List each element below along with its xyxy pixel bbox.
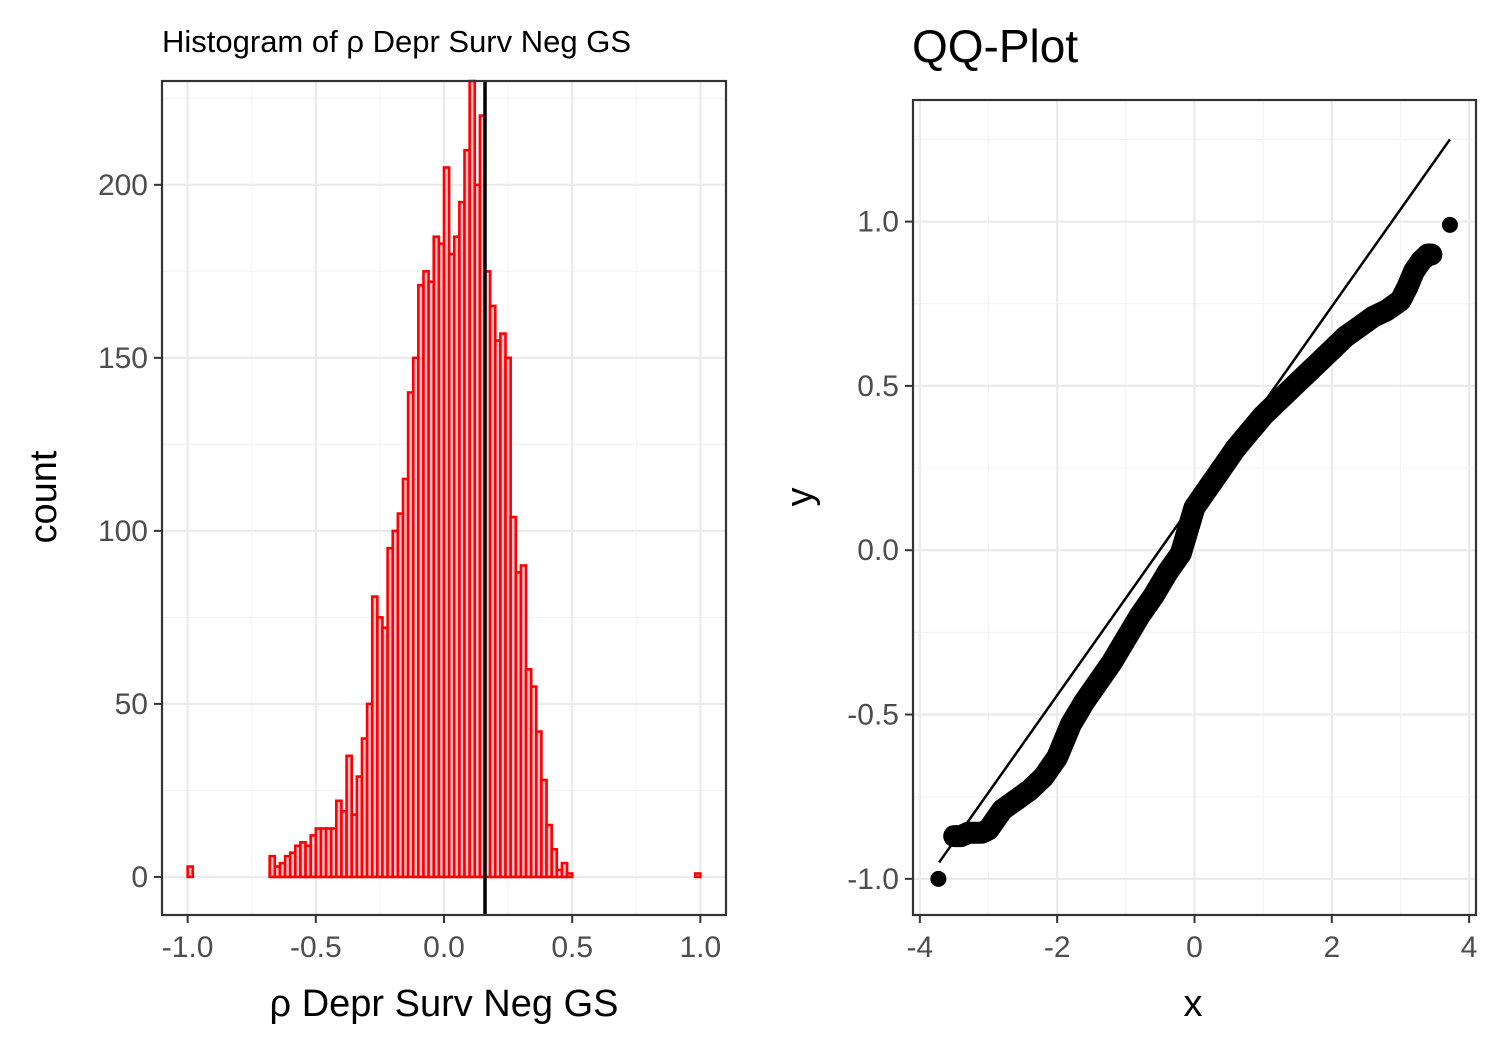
qq-point bbox=[1310, 354, 1327, 371]
histogram-axis-ticks: -1.0 -0.5 0.0 0.5 1.0 0 50 100 150 200 bbox=[98, 169, 721, 964]
qq-point bbox=[930, 870, 947, 887]
qq-point bbox=[1145, 588, 1162, 605]
histogram-y-axis-title: count bbox=[23, 450, 65, 543]
qq-point bbox=[1049, 749, 1066, 766]
qq-y-tick-label: -1.0 bbox=[847, 863, 899, 896]
qq-y-tick-label: 0.5 bbox=[857, 370, 899, 403]
histogram-bar bbox=[693, 872, 702, 879]
qq-point bbox=[1241, 423, 1258, 440]
qq-point bbox=[1392, 292, 1409, 309]
qq-point bbox=[1399, 279, 1416, 296]
qq-point bbox=[1117, 630, 1134, 647]
qq-point bbox=[1159, 565, 1176, 582]
qq-point bbox=[1323, 341, 1340, 358]
qq-point bbox=[1035, 768, 1052, 785]
qq-point bbox=[1282, 381, 1299, 398]
qq-y-tick-label: -0.5 bbox=[847, 699, 899, 732]
hist-y-tick-label: 100 bbox=[98, 515, 148, 548]
hist-y-tick-label: 200 bbox=[98, 169, 148, 202]
qq-point bbox=[994, 801, 1011, 818]
qq-point bbox=[1213, 460, 1230, 477]
qq-y-tick-label: 0.0 bbox=[857, 534, 899, 567]
qq-x-tick-label: 0 bbox=[1186, 931, 1203, 964]
qq-y-tick-label: 1.0 bbox=[857, 206, 899, 239]
qq-point bbox=[1378, 302, 1395, 319]
hist-x-tick-label: 1.0 bbox=[680, 931, 722, 964]
hist-y-tick-label: 50 bbox=[115, 688, 148, 721]
qq-point bbox=[1062, 716, 1079, 733]
histogram-bars bbox=[186, 79, 702, 879]
qq-point bbox=[1104, 653, 1121, 670]
qq-point bbox=[1296, 368, 1313, 385]
qq-point bbox=[1200, 479, 1217, 496]
qq-plot-panel: QQ-Plot -4 -2 0 2 4 -1.0 -0.5 0.0 0.5 1.0 x y bbox=[779, 20, 1477, 1025]
histogram-title: Histogram of ρ Depr Surv Neg GS bbox=[162, 24, 631, 59]
qq-x-tick-label: 4 bbox=[1461, 931, 1478, 964]
histogram-x-axis-title: ρ Depr Surv Neg GS bbox=[270, 983, 619, 1025]
qq-point bbox=[1268, 394, 1285, 411]
hist-x-tick-label: 0.5 bbox=[551, 931, 593, 964]
qq-x-tick-label: 2 bbox=[1323, 931, 1340, 964]
qq-point bbox=[1227, 440, 1244, 457]
hist-x-tick-label: -1.0 bbox=[162, 931, 214, 964]
qq-point bbox=[1255, 407, 1272, 424]
qq-plot-title: QQ-Plot bbox=[912, 20, 1078, 72]
qq-point bbox=[1131, 607, 1148, 624]
hist-x-tick-label: -0.5 bbox=[290, 931, 342, 964]
histogram-bar bbox=[565, 872, 574, 879]
hist-y-tick-label: 0 bbox=[131, 861, 148, 894]
qq-point bbox=[1423, 246, 1440, 263]
qq-x-tick-label: -2 bbox=[1044, 931, 1071, 964]
qq-plot-y-axis-title: y bbox=[779, 488, 821, 507]
hist-y-tick-label: 150 bbox=[98, 342, 148, 375]
histogram-bar bbox=[560, 861, 569, 879]
histogram-panel: Histogram of ρ Depr Surv Neg GS -1.0 -0.5… bbox=[23, 24, 728, 1025]
qq-point bbox=[1186, 499, 1203, 516]
qq-point bbox=[1090, 673, 1107, 690]
qq-point bbox=[1365, 308, 1382, 325]
qq-point bbox=[1351, 318, 1368, 335]
qq-point bbox=[1172, 545, 1189, 562]
qq-point bbox=[1076, 693, 1093, 710]
qq-x-tick-label: -4 bbox=[907, 931, 934, 964]
histogram-bar bbox=[186, 865, 195, 879]
qq-points-band bbox=[943, 243, 1443, 848]
qq-plot-axis-ticks: -4 -2 0 2 4 -1.0 -0.5 0.0 0.5 1.0 bbox=[847, 206, 1477, 964]
qq-plot-x-axis-title: x bbox=[1184, 983, 1203, 1025]
qq-point bbox=[1441, 216, 1458, 233]
qq-point bbox=[1021, 782, 1038, 799]
hist-x-tick-label: 0.0 bbox=[423, 931, 465, 964]
qq-points bbox=[930, 216, 1458, 887]
qq-point bbox=[1007, 791, 1024, 808]
histogram-bar bbox=[550, 847, 559, 879]
qq-point bbox=[1337, 328, 1354, 345]
